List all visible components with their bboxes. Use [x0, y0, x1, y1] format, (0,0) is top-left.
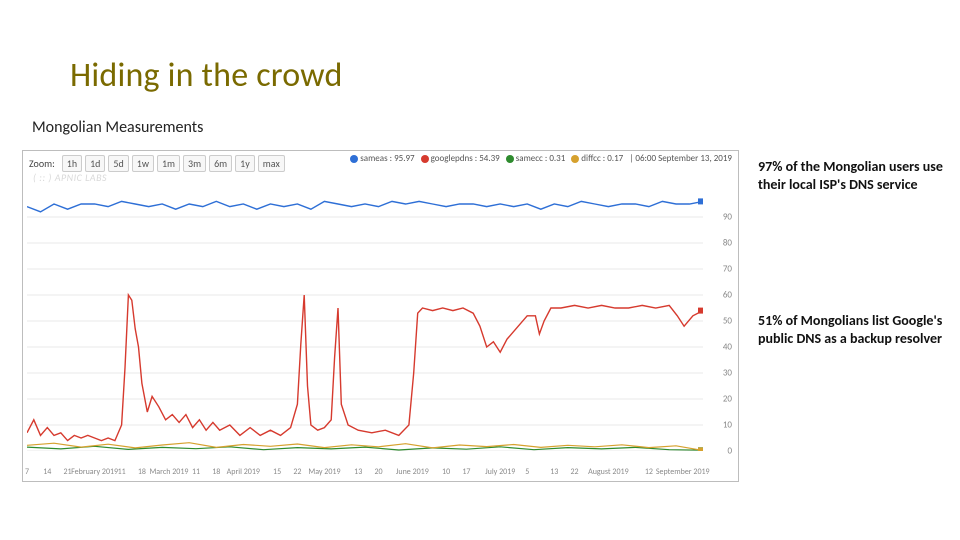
zoom-toolbar: Zoom: 1h1d5d1w1m3m6m1ymax [29, 155, 285, 172]
xtick: 18 [212, 467, 220, 477]
xtick: 17 [462, 467, 470, 477]
slide-title: Hiding in the crowd [70, 55, 343, 96]
ytick: 10 [723, 420, 732, 431]
xtick: 22 [293, 467, 301, 477]
xtick: 13 [354, 467, 362, 477]
watermark: ( :: ) APNIC LABS [33, 171, 107, 184]
xtick: March 2019 [149, 467, 188, 477]
y-axis: 0102030405060708090 [708, 191, 732, 451]
zoom-label: Zoom: [29, 157, 55, 170]
ytick: 50 [723, 316, 732, 327]
xtick: 11 [118, 467, 126, 477]
ytick: 70 [723, 264, 732, 275]
chart-container: Zoom: 1h1d5d1w1m3m6m1ymax ( :: ) APNIC L… [22, 150, 739, 482]
xtick: 22 [570, 467, 578, 477]
legend-item-googlepdns: googlepdns : 54.39 [421, 153, 500, 164]
xtick: 10 [442, 467, 450, 477]
annotation-2: 51% of Mongolians list Google's public D… [758, 312, 943, 347]
xtick: February 2019 [71, 467, 118, 477]
x-axis: 71421February 20191118March 20191118Apri… [27, 455, 703, 477]
ytick: 80 [723, 238, 732, 249]
xtick: April 2019 [227, 467, 260, 477]
zoom-1h-button[interactable]: 1h [62, 155, 82, 172]
annotation-1: 97% of the Mongolian users use their loc… [758, 158, 943, 193]
zoom-1m-button[interactable]: 1m [157, 155, 180, 172]
zoom-6m-button[interactable]: 6m [209, 155, 232, 172]
chart-plot [27, 191, 703, 451]
slide-subtitle: Mongolian Measurements [32, 118, 203, 137]
xtick: September 2019 [656, 467, 710, 477]
xtick: 14 [43, 467, 51, 477]
legend-dot-icon [571, 155, 579, 163]
ytick: 40 [723, 342, 732, 353]
legend-item-sameas: sameas : 95.97 [350, 153, 414, 164]
xtick: May 2019 [308, 467, 340, 477]
legend-dot-icon [506, 155, 514, 163]
xtick: 18 [138, 467, 146, 477]
xtick: August 2019 [588, 467, 629, 477]
xtick: 5 [525, 467, 529, 477]
xtick: 11 [192, 467, 200, 477]
ytick: 0 [727, 446, 732, 457]
legend-dot-icon [350, 155, 358, 163]
xtick: 7 [25, 467, 29, 477]
xtick: 15 [273, 467, 281, 477]
ytick: 30 [723, 368, 732, 379]
zoom-1y-button[interactable]: 1y [235, 155, 255, 172]
ytick: 60 [723, 290, 732, 301]
legend-timestamp: | 06:00 September 13, 2019 [629, 153, 732, 164]
xtick: 12 [645, 467, 653, 477]
ytick: 20 [723, 394, 732, 405]
zoom-3m-button[interactable]: 3m [183, 155, 206, 172]
xtick: June 2019 [396, 467, 429, 477]
legend-item-diffcc: diffcc : 0.17 [571, 153, 623, 164]
legend-dot-icon [421, 155, 429, 163]
xtick: 13 [550, 467, 558, 477]
zoom-max-button[interactable]: max [258, 155, 285, 172]
zoom-5d-button[interactable]: 5d [108, 155, 128, 172]
zoom-1w-button[interactable]: 1w [132, 155, 154, 172]
zoom-1d-button[interactable]: 1d [85, 155, 105, 172]
xtick: July 2019 [485, 467, 515, 477]
chart-legend: sameas : 95.97 googlepdns : 54.39 samecc :… [350, 153, 732, 164]
ytick: 90 [723, 212, 732, 223]
legend-item-samecc: samecc : 0.31 [506, 153, 566, 164]
xtick: 20 [374, 467, 382, 477]
